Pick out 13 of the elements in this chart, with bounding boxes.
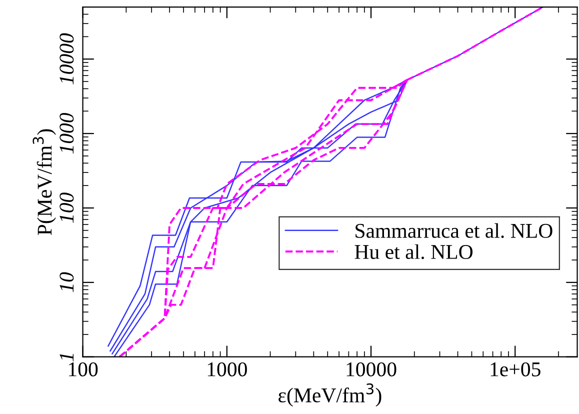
y-tick-label: 10 (60, 272, 74, 292)
y-tick-label: 10000 (60, 33, 74, 84)
x-tick-label: 100 (69, 362, 98, 376)
x-axis-title: ε(MeV/fm$^{3}$) (278, 383, 382, 407)
y-tick-label: 1000 (60, 112, 74, 154)
legend-label: Sammarruca et al. NLO (356, 223, 552, 238)
y-tick-label: 1 (60, 354, 74, 362)
x-tick-label: 10000 (346, 362, 396, 376)
y-tick-label: 100 (60, 192, 74, 223)
x-tick-label: 1e+05 (490, 362, 540, 376)
legend-label: Hu et al. NLO (354, 244, 473, 260)
y-axis-title: P(MeV/fm$^{3}$) (32, 129, 56, 235)
x-tick-label: 1000 (208, 362, 247, 376)
